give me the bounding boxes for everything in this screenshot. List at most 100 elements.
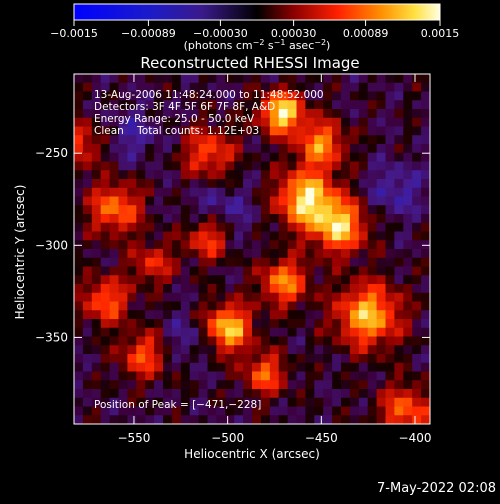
heatmap-cell xyxy=(323,135,333,145)
heatmap-cell xyxy=(358,100,369,110)
heatmap-cell xyxy=(74,205,84,215)
heatmap-cell xyxy=(314,345,324,355)
heatmap-cell xyxy=(341,310,351,320)
heatmap-cell xyxy=(234,126,244,136)
heatmap-cell xyxy=(180,74,191,84)
heatmap-cell xyxy=(341,362,351,373)
heatmap-cell xyxy=(82,126,93,136)
heatmap-cell xyxy=(189,222,200,233)
heatmap-cell xyxy=(412,82,422,93)
heatmap-cell xyxy=(154,380,164,390)
heatmap-cell xyxy=(403,109,413,119)
heatmap-cell xyxy=(118,222,128,233)
heatmap-cell xyxy=(207,415,217,424)
heatmap-cell xyxy=(260,249,271,259)
heatmap-cell xyxy=(305,257,315,268)
heatmap-cell xyxy=(252,117,262,128)
heatmap-cell xyxy=(127,327,137,338)
heatmap-cell xyxy=(358,362,369,373)
heatmap-cell xyxy=(269,397,280,408)
heatmap-cell xyxy=(278,91,289,101)
heatmap-cell xyxy=(278,371,289,381)
heatmap-cell xyxy=(403,126,413,136)
heatmap-cell xyxy=(243,170,253,180)
heatmap-cell xyxy=(332,301,342,311)
heatmap-cell xyxy=(127,257,137,268)
heatmap-cell xyxy=(91,205,102,215)
heatmap-cell xyxy=(260,266,271,276)
heatmap-cell xyxy=(349,389,360,399)
heatmap-cell xyxy=(145,74,155,84)
heatmap-cell xyxy=(180,161,191,171)
heatmap-cell xyxy=(82,135,93,145)
heatmap-cell xyxy=(421,371,430,381)
heatmap-cell xyxy=(180,144,191,154)
heatmap-cell xyxy=(154,135,164,145)
heatmap-cell xyxy=(243,345,253,355)
heatmap-cell xyxy=(269,292,280,303)
heatmap-cell xyxy=(332,354,342,364)
heatmap-cell xyxy=(243,231,253,241)
heatmap-cell xyxy=(216,345,226,355)
heatmap-cell xyxy=(109,362,120,373)
heatmap-cell xyxy=(314,319,324,329)
heatmap-cell xyxy=(198,345,209,355)
heatmap-cell xyxy=(412,205,422,215)
heatmap-cell xyxy=(118,319,128,329)
heatmap-cell xyxy=(367,266,378,276)
heatmap-cell xyxy=(243,152,253,163)
heatmap-cell xyxy=(332,406,342,416)
heatmap-cell xyxy=(154,336,164,346)
heatmap-cell xyxy=(358,135,369,145)
heatmap-cell xyxy=(145,336,155,346)
heatmap-cell xyxy=(145,310,155,320)
heatmap-cell xyxy=(332,292,342,303)
heatmap-cell xyxy=(127,117,137,128)
heatmap-cell xyxy=(145,82,155,93)
heatmap-cell xyxy=(171,397,182,408)
heatmap-cell xyxy=(385,266,395,276)
heatmap-cell xyxy=(118,161,128,171)
heatmap-cell xyxy=(136,170,146,180)
heatmap-cell xyxy=(109,109,120,119)
heatmap-cell xyxy=(82,82,93,93)
heatmap-cell xyxy=(171,170,182,180)
heatmap-cell xyxy=(82,389,93,399)
heatmap-cell xyxy=(385,397,395,408)
heatmap-cell xyxy=(260,275,271,285)
heatmap-cell xyxy=(136,214,146,224)
heatmap-cell xyxy=(82,214,93,224)
heatmap-cell xyxy=(171,389,182,399)
heatmap-cell xyxy=(367,380,378,390)
heatmap-cell xyxy=(189,362,200,373)
heatmap-cell xyxy=(91,214,102,224)
heatmap-cell xyxy=(82,196,93,206)
heatmap-cell xyxy=(109,100,120,110)
heatmap-cell xyxy=(118,249,128,259)
heatmap-cell xyxy=(314,205,324,215)
heatmap-cell xyxy=(269,179,280,189)
heatmap-cell xyxy=(216,196,226,206)
heatmap-cell xyxy=(207,152,217,163)
heatmap-cell xyxy=(403,222,413,233)
heatmap-cell xyxy=(82,380,93,390)
heatmap-cell xyxy=(100,135,111,145)
heatmap-cell xyxy=(421,415,430,424)
heatmap-cell xyxy=(269,74,280,84)
heatmap-cell xyxy=(145,415,155,424)
heatmap-cell xyxy=(74,91,84,101)
heatmap-cell xyxy=(403,152,413,163)
heatmap-cell xyxy=(91,415,102,424)
heatmap-cell xyxy=(243,380,253,390)
heatmap-cell xyxy=(278,310,289,320)
heatmap-cell xyxy=(163,345,173,355)
heatmap-cell xyxy=(403,336,413,346)
heatmap-cell xyxy=(74,100,84,110)
heatmap-cell xyxy=(287,100,298,110)
y-tick-label: −300 xyxy=(35,238,68,252)
heatmap-cell xyxy=(349,100,360,110)
heatmap-cell xyxy=(216,336,226,346)
heatmap-cell xyxy=(287,257,298,268)
heatmap-cell xyxy=(376,292,387,303)
heatmap-cell xyxy=(127,415,137,424)
